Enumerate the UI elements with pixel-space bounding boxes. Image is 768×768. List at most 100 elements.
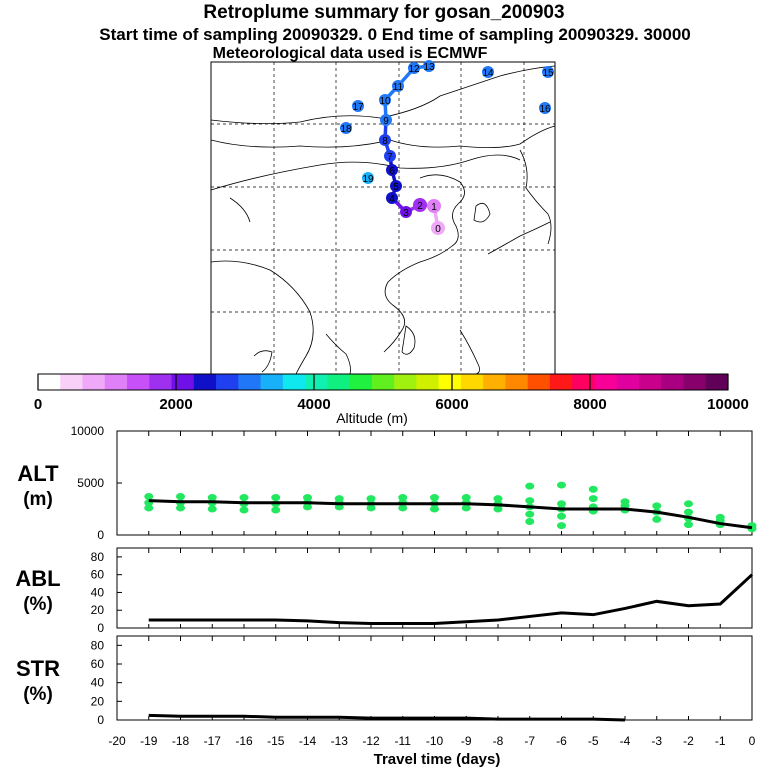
x-tick-label: -19 bbox=[140, 734, 158, 748]
x-tick-label: -16 bbox=[235, 734, 253, 748]
colorbar-cell bbox=[394, 374, 417, 390]
colorbar-cell bbox=[661, 374, 684, 390]
altitude-sample-point bbox=[303, 494, 312, 502]
altitude-sample-point bbox=[239, 494, 249, 502]
colorbar-cell bbox=[683, 374, 707, 390]
colorbar-tick-label: 10000 bbox=[707, 396, 749, 413]
colorbar-cell bbox=[104, 374, 128, 390]
colorbar-cell bbox=[505, 374, 529, 390]
colorbar-tick-label: 4000 bbox=[297, 396, 330, 413]
colorbar-title: Altitude (m) bbox=[336, 410, 408, 426]
x-axis-title: Travel time (days) bbox=[374, 751, 501, 768]
x-tick-label: -6 bbox=[556, 734, 567, 748]
altitude-colorbar: 0 2000 4000 6000 8000 10000 Altitude (m) bbox=[34, 373, 749, 426]
plume-day-label: 4 bbox=[389, 194, 395, 205]
altitude-sample-point bbox=[334, 495, 344, 503]
altitude-sample-point bbox=[430, 505, 439, 513]
altitude-sample-point bbox=[207, 505, 217, 513]
altitude-sample-point bbox=[207, 494, 217, 502]
plume-cluster-point bbox=[408, 62, 420, 74]
plume-cluster-point bbox=[380, 114, 392, 126]
x-tick-label: -1 bbox=[715, 734, 726, 748]
x-tick-label: -17 bbox=[204, 734, 222, 748]
altitude-sample-point bbox=[684, 508, 693, 516]
y-tick-label: 40 bbox=[91, 585, 105, 599]
altitude-sample-point bbox=[398, 504, 408, 512]
altitude-sample-point bbox=[398, 494, 408, 502]
plume-day-label: 16 bbox=[539, 104, 551, 115]
colorbar-cell bbox=[149, 374, 173, 390]
y-tick-label: 60 bbox=[91, 657, 105, 671]
colorbar-cell bbox=[305, 374, 328, 390]
colorbar-cell bbox=[349, 374, 373, 390]
x-tick-label: -5 bbox=[588, 734, 599, 748]
panel-unit-label: (%) bbox=[23, 684, 53, 705]
altitude-sample-point bbox=[493, 495, 503, 503]
altitude-sample-point bbox=[557, 500, 566, 508]
colorbar-cell bbox=[60, 374, 84, 390]
altitude-sample-point bbox=[557, 481, 566, 489]
x-tick-label: -3 bbox=[651, 734, 662, 748]
altitude-sample-point bbox=[144, 504, 154, 512]
plume-day-label: 19 bbox=[362, 174, 374, 185]
plume-day-label: 14 bbox=[482, 68, 494, 79]
x-tick-label: 0 bbox=[749, 734, 756, 748]
x-tick-label: -14 bbox=[299, 734, 317, 748]
colorbar-cell bbox=[216, 374, 239, 390]
panel-label: STR bbox=[16, 656, 60, 681]
plume-day-label: 7 bbox=[387, 152, 393, 163]
x-tick-label: -10 bbox=[426, 734, 444, 748]
panel-abl: 80 60 40 20 0 ABL (%) bbox=[15, 547, 754, 635]
altitude-sample-point bbox=[176, 504, 185, 512]
colorbar-ticks: 0 2000 4000 6000 8000 10000 bbox=[34, 374, 749, 413]
x-tick-label: -9 bbox=[461, 734, 472, 748]
plume-day-label: 3 bbox=[403, 208, 409, 219]
altitude-sample-point bbox=[557, 512, 566, 520]
colorbar-cell bbox=[616, 374, 640, 390]
altitude-sample-point bbox=[620, 498, 630, 506]
altitude-sample-point bbox=[652, 502, 662, 510]
altitude-sample-point bbox=[525, 510, 535, 518]
plume-day-label: 2 bbox=[417, 201, 423, 212]
chart-title: Retroplume summary for gosan_200903 bbox=[203, 2, 565, 23]
y-tick-label: 0 bbox=[97, 528, 104, 542]
plume-day-label: 17 bbox=[352, 102, 364, 113]
y-tick-label: 40 bbox=[91, 676, 105, 690]
x-tick-label: -2 bbox=[683, 734, 694, 748]
colorbar-cell bbox=[260, 374, 284, 390]
altitude-sample-point bbox=[176, 493, 185, 501]
plume-day-label: 5 bbox=[393, 182, 399, 193]
x-tick-label: -13 bbox=[331, 734, 349, 748]
altitude-sample-point bbox=[715, 513, 725, 521]
colorbar-tick-label: 6000 bbox=[435, 396, 468, 413]
plume-day-label: 15 bbox=[542, 68, 554, 79]
panel-frame bbox=[116, 547, 753, 629]
y-tick-label: 0 bbox=[97, 621, 104, 635]
altitude-sample-point bbox=[588, 485, 598, 493]
colorbar-cells bbox=[38, 374, 729, 390]
colorbar-tick-label: 2000 bbox=[159, 396, 192, 413]
plume-day-label: 8 bbox=[382, 136, 388, 147]
plume-day-label: 10 bbox=[379, 96, 391, 107]
plume-cluster-point bbox=[482, 66, 494, 78]
colorbar-cell bbox=[527, 374, 551, 390]
x-tick-label: -20 bbox=[108, 734, 126, 748]
altitude-sample-point bbox=[366, 495, 376, 503]
colorbar-cell bbox=[483, 374, 506, 390]
altitude-sample-point bbox=[271, 506, 281, 514]
plume-cluster-point bbox=[392, 80, 404, 92]
plume-cluster-point bbox=[423, 60, 435, 72]
sampling-time-subtitle: Start time of sampling 20090329. 0 End t… bbox=[99, 25, 691, 44]
altitude-sample-point bbox=[684, 521, 693, 529]
x-tick-label: -11 bbox=[395, 734, 412, 748]
colorbar-cell bbox=[327, 374, 351, 390]
altitude-sample-point bbox=[588, 495, 598, 503]
x-tick-label: -4 bbox=[620, 734, 631, 748]
altitude-sample-point bbox=[525, 482, 535, 490]
colorbar-cell bbox=[82, 374, 106, 390]
colorbar-cell bbox=[572, 374, 595, 390]
plume-day-label: 9 bbox=[383, 116, 389, 127]
series-line-str bbox=[148, 713, 626, 722]
